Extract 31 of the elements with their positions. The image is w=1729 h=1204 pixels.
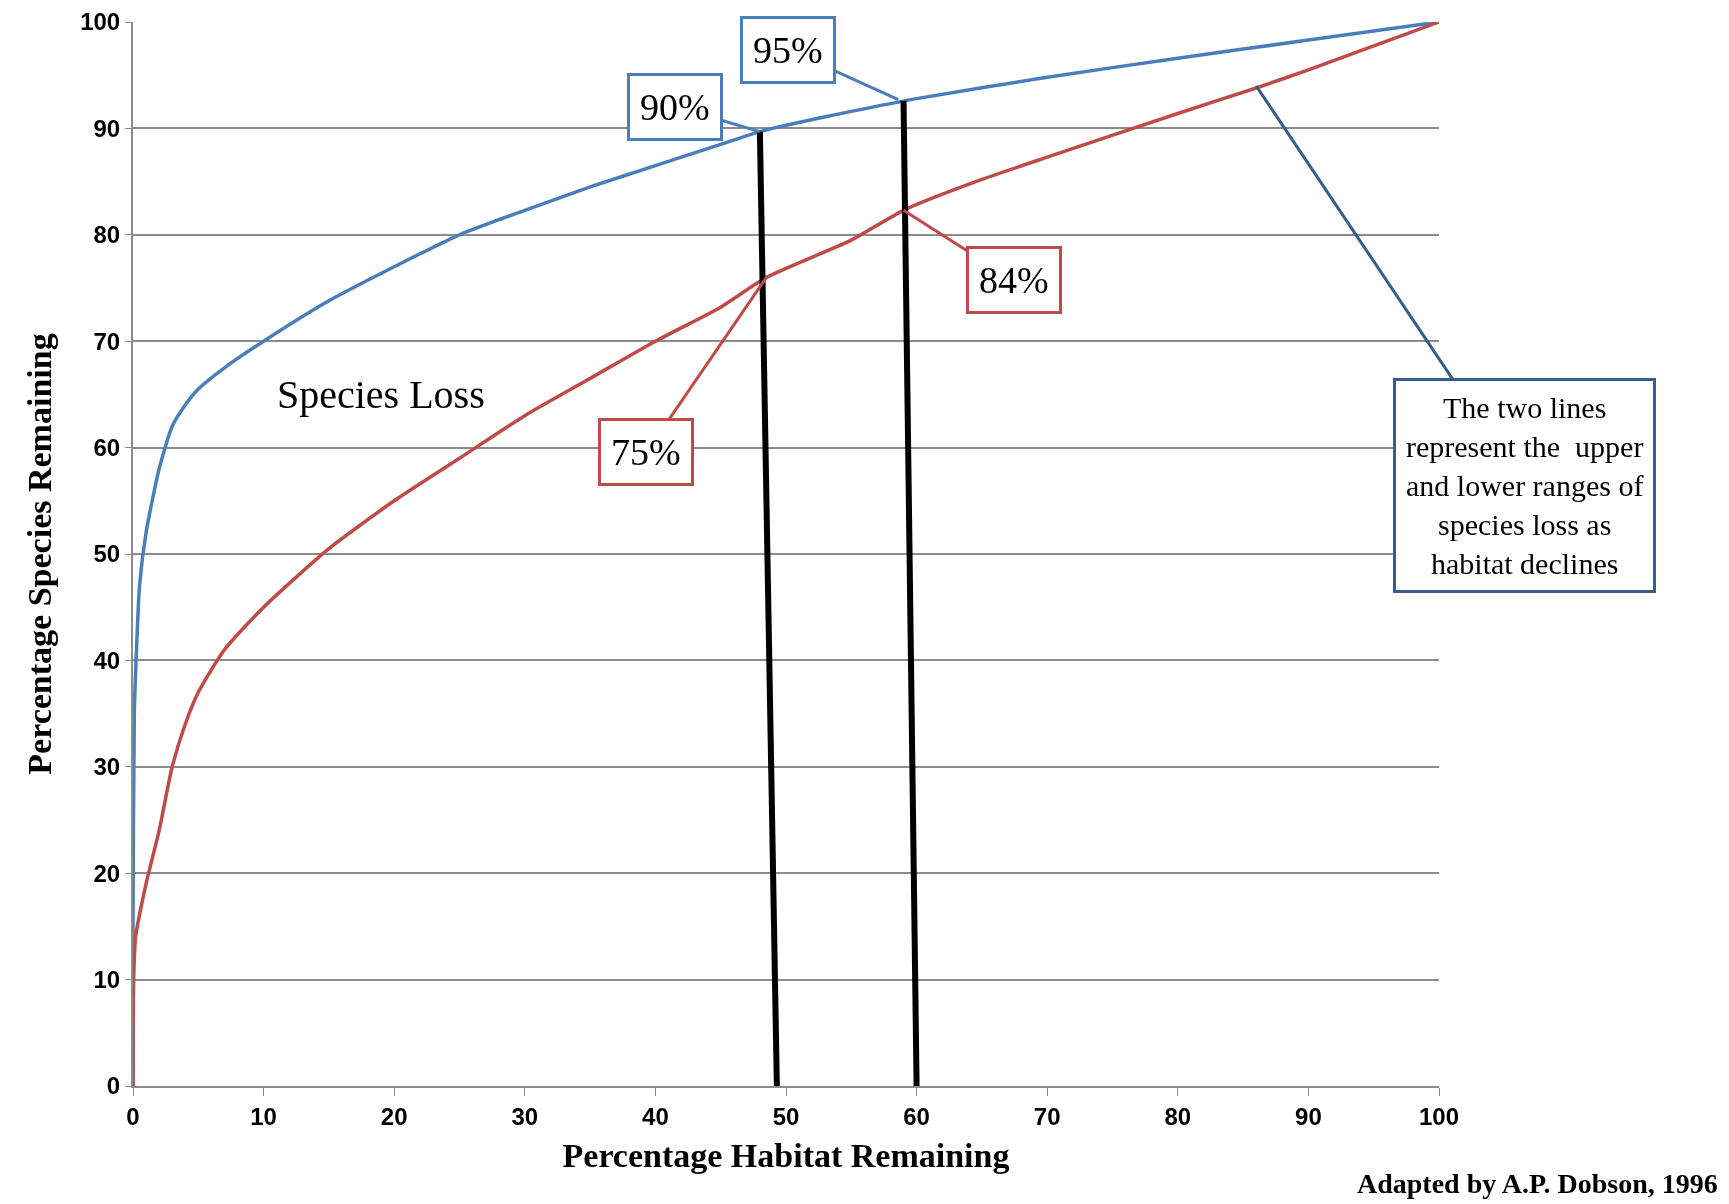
- x-tick-label: 40: [642, 1102, 669, 1130]
- y-tick-label: 100: [80, 8, 121, 36]
- x-axis-title: Percentage Habitat Remaining: [562, 1136, 1010, 1174]
- x-tick-label: 60: [903, 1102, 930, 1130]
- y-tick-label: 90: [93, 114, 121, 142]
- x-tick-label: 50: [772, 1102, 800, 1130]
- y-tick-label: 30: [93, 753, 121, 781]
- annotation: 90%: [640, 86, 710, 128]
- x-tick-label: 90: [1295, 1102, 1322, 1130]
- y-tick-label: 0: [106, 1072, 121, 1100]
- annotation: 84%: [979, 259, 1049, 301]
- y-tick-label: 60: [93, 434, 121, 461]
- y-axis-title: Percentage Species Remaining: [21, 333, 59, 775]
- annotation: 75%: [611, 431, 681, 473]
- y-tick-label: 50: [93, 540, 121, 568]
- y-tick-label: 10: [93, 966, 121, 993]
- x-tick-label: 80: [1164, 1102, 1192, 1130]
- annotation: The two lines represent the upper and lower ranges of species loss as habitat declines: [1406, 391, 1644, 580]
- annotation: Species Loss: [277, 372, 485, 417]
- x-tick-label: 30: [511, 1102, 539, 1130]
- y-tick-label: 40: [93, 646, 121, 674]
- y-tick-label: 20: [93, 859, 121, 887]
- x-tick-label: 0: [126, 1102, 140, 1130]
- x-tick-label: 100: [1418, 1102, 1460, 1130]
- y-tick-label: 70: [93, 327, 121, 355]
- y-tick-label: 80: [93, 221, 121, 249]
- x-tick-label: 10: [250, 1102, 277, 1130]
- x-tick-label: 70: [1033, 1102, 1061, 1130]
- text: Adapted by A.P. Dobson, 1996: [1357, 1168, 1718, 1199]
- x-tick-label: 20: [380, 1102, 408, 1130]
- annotation: 95%: [753, 29, 823, 71]
